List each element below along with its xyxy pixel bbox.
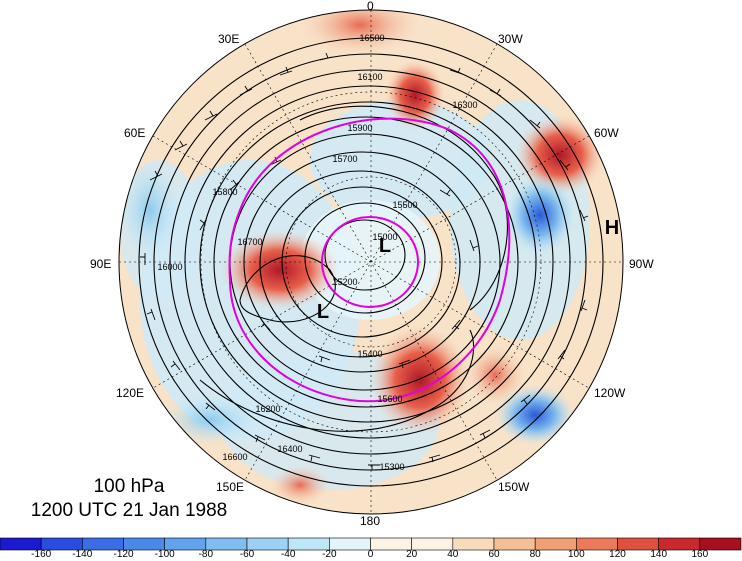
colorbar-tick-label: -80 (198, 549, 214, 560)
longitude-label-150w: 150W (498, 480, 530, 494)
polar-stereographic-map: 16500 16300 16100 15900 15700 15500 15300 15400… (118, 9, 624, 515)
colorbar-box (699, 537, 742, 551)
contour-label: 15700 (332, 154, 357, 164)
longitude-label-90w: 90W (629, 257, 654, 271)
longitude-label-90e: 90E (90, 257, 112, 271)
low-pressure-marker: L (317, 301, 329, 323)
contour-label: 16700 (237, 237, 262, 247)
colorbar-tick-label: -120 (113, 549, 134, 560)
high-pressure-marker: H (605, 217, 619, 239)
longitude-label-30w: 30W (498, 32, 523, 46)
colorbar-tick-label: 80 (529, 549, 541, 560)
colorbar-tick-label: -60 (239, 549, 255, 560)
longitude-label-150e: 150E (216, 480, 245, 494)
contour-label: 15000 (372, 232, 397, 242)
longitude-label-30e: 30E (218, 32, 240, 46)
low-pressure-marker: L (379, 235, 391, 257)
contour-label: 16000 (157, 262, 182, 272)
colorbar-tick-label: 0 (367, 549, 374, 560)
colorbar-tick-label: 100 (567, 549, 585, 560)
contour-label: 16400 (277, 444, 302, 454)
colorbar-tick-label: 40 (447, 549, 459, 560)
colorbar-tick-label: -40 (280, 549, 296, 560)
colorbar-tick-label: -140 (72, 549, 93, 560)
contour-label: 15200 (332, 277, 357, 287)
colorbar-tick-label: -100 (154, 549, 175, 560)
colorbar-tick-label: 120 (609, 549, 626, 560)
contour-label: 15600 (377, 394, 402, 404)
contour-label: 15900 (347, 123, 372, 133)
valid-time: 1200 UTC 21 Jan 1988 (30, 500, 228, 521)
longitude-label-120e: 120E (116, 386, 145, 400)
longitude-label-120w: 120W (594, 386, 626, 400)
contour-label: 16200 (255, 404, 280, 414)
colorbar-tick-label: 160 (691, 549, 709, 560)
longitude-label-0: 0 (367, 0, 374, 13)
colorbar-tick-label: 60 (488, 549, 500, 560)
colorbar-tick-label: 20 (406, 549, 418, 560)
colorbar-tick-label: -160 (31, 549, 52, 560)
colorbar-tick-label: 140 (650, 549, 668, 560)
contour-label: 16600 (222, 452, 247, 462)
contour-label: 15300 (379, 462, 404, 472)
pressure-level: 100 hPa (93, 476, 165, 497)
colorbar (0, 537, 742, 551)
contour-label: 15500 (392, 200, 417, 210)
contour-label: 16500 (359, 33, 384, 43)
longitude-label-60e: 60E (124, 126, 146, 140)
colorbar-tick-label: -20 (322, 549, 337, 560)
contour-label: 15400 (357, 349, 382, 359)
contour-label: 16100 (357, 72, 382, 82)
contour-label: 16300 (452, 100, 477, 110)
map-title: 100 hPa 1200 UTC 21 Jan 1988 (14, 475, 244, 523)
longitude-label-180: 180 (360, 514, 381, 528)
longitude-label-60w: 60W (594, 126, 619, 140)
contour-label: 15800 (212, 187, 237, 197)
